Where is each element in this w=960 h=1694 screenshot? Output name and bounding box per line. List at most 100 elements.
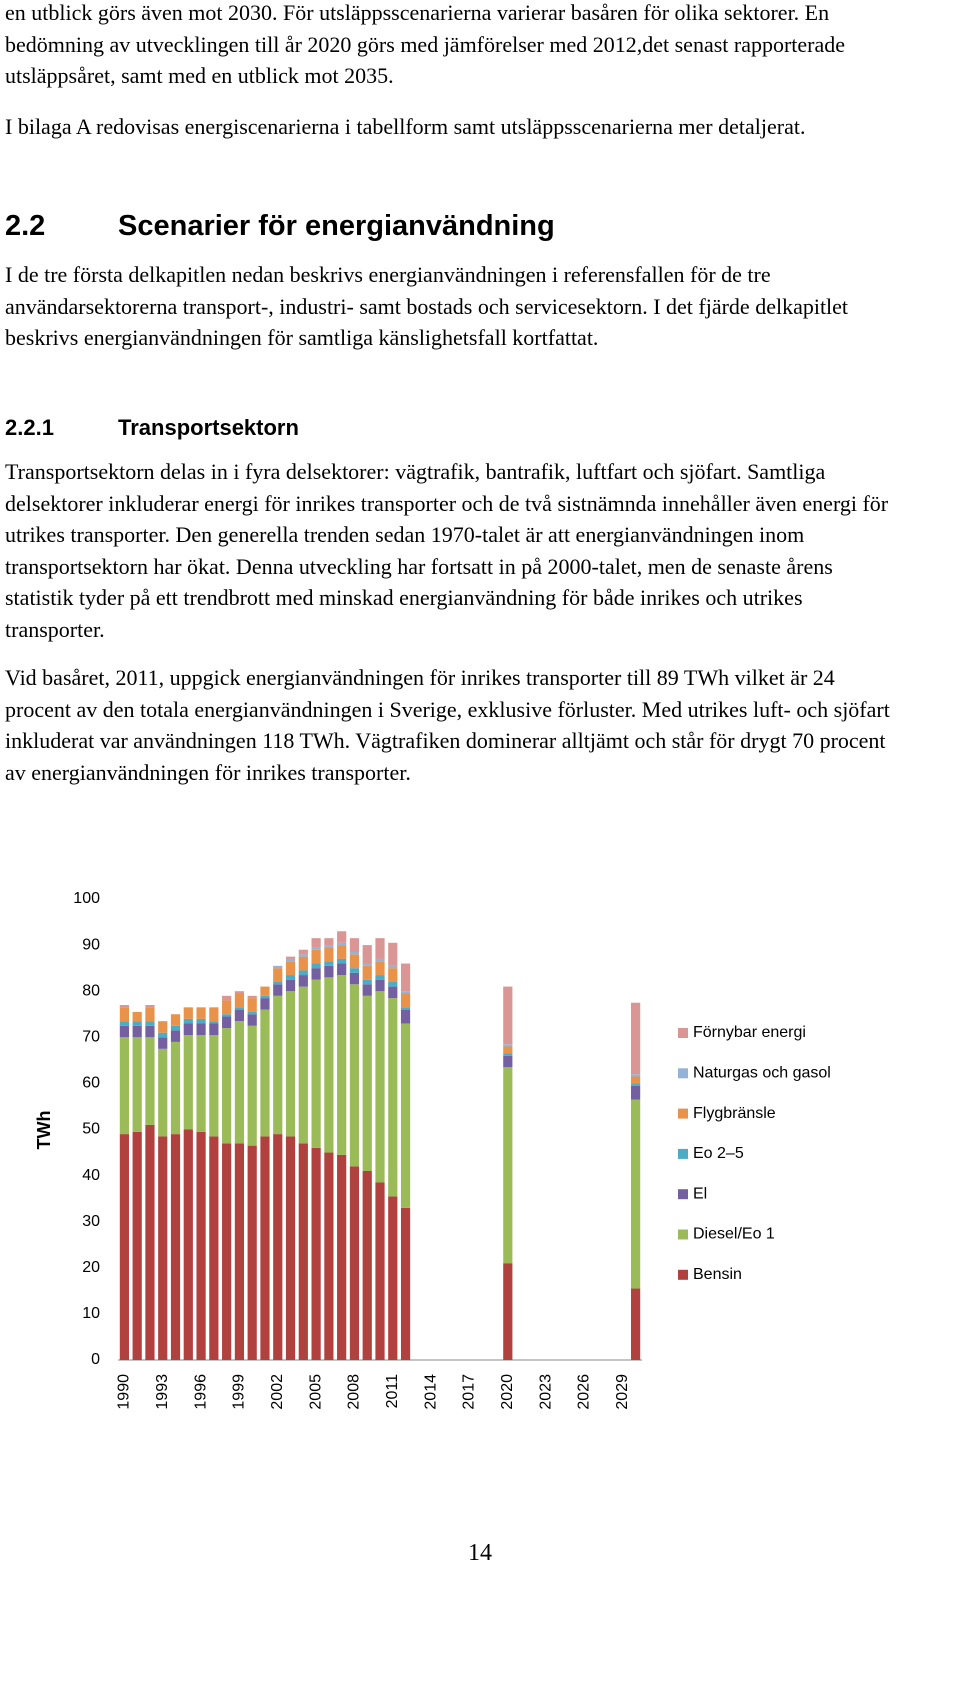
bar-segment bbox=[311, 947, 321, 950]
bar-segment bbox=[170, 1134, 181, 1360]
legend-label: Bensin bbox=[693, 1266, 742, 1283]
bar-segment bbox=[132, 1025, 142, 1038]
bar-segment bbox=[349, 968, 360, 973]
page-number: 14 bbox=[468, 1540, 492, 1566]
legend-swatch bbox=[678, 1068, 688, 1079]
bar-segment bbox=[400, 963, 411, 992]
paragraph: en utblick görs även mot 2030. För utslä… bbox=[5, 0, 846, 89]
bar-segment bbox=[349, 952, 360, 955]
bar-segment bbox=[183, 1023, 193, 1035]
bar-segment bbox=[349, 938, 360, 953]
bar-segment bbox=[158, 1021, 168, 1033]
x-tick-label: 2017 bbox=[461, 1374, 478, 1410]
bar-segment bbox=[362, 965, 372, 980]
bar-segment bbox=[132, 1021, 142, 1026]
bar-segment bbox=[337, 958, 347, 964]
bar-segment bbox=[337, 1154, 347, 1360]
bar-segment bbox=[170, 1025, 181, 1031]
bar-segment bbox=[222, 1016, 232, 1029]
chart: TWh 0 10 20 30 40 50 60 70 80 90 100 1990 1993 1996 19… bbox=[34, 890, 831, 1410]
bar-segment bbox=[273, 1134, 283, 1360]
bar-segment bbox=[375, 961, 385, 976]
bar-segment bbox=[311, 979, 321, 1148]
bar-segment bbox=[119, 1021, 129, 1026]
bar-segment bbox=[362, 979, 372, 985]
bar-segment bbox=[234, 1007, 245, 1010]
legend-label: Naturgas och gasol bbox=[693, 1065, 831, 1082]
bar-segment bbox=[260, 986, 270, 996]
bar-segment bbox=[234, 1021, 245, 1144]
legend-label: El bbox=[693, 1185, 707, 1202]
bar-segment bbox=[234, 1009, 245, 1022]
bar-segment bbox=[400, 991, 411, 994]
bar-segment bbox=[260, 995, 270, 999]
y-tick-label: 30 bbox=[82, 1213, 100, 1230]
bar-segment bbox=[337, 942, 347, 946]
bar-segment bbox=[298, 949, 308, 955]
bar-segment bbox=[298, 956, 308, 971]
bar-segment bbox=[400, 1023, 411, 1208]
subsection-number: 2.2.1 bbox=[5, 415, 54, 440]
x-tick-label: 2002 bbox=[269, 1374, 286, 1410]
bar-segment bbox=[324, 938, 334, 946]
bar-segment bbox=[311, 938, 321, 948]
bar-segment bbox=[388, 965, 398, 969]
bar-segment bbox=[183, 1129, 193, 1360]
bar-segment bbox=[132, 1011, 142, 1022]
bar-segment bbox=[503, 1053, 513, 1056]
bar-segment bbox=[170, 1014, 181, 1026]
bar-segment bbox=[503, 1046, 513, 1054]
x-tick-label: 2014 bbox=[422, 1374, 439, 1410]
y-tick-label: 70 bbox=[82, 1029, 100, 1046]
paragraph: I bilaga A redovisas energiscenarierna i… bbox=[5, 114, 806, 139]
bar-segment bbox=[375, 938, 385, 959]
legend-label: Eo 2–5 bbox=[693, 1145, 744, 1162]
bar-segment bbox=[260, 998, 270, 1010]
section-number: 2.2 bbox=[5, 210, 46, 242]
bar-segment bbox=[375, 991, 385, 1183]
bar-segment bbox=[388, 1196, 398, 1360]
bar-segment bbox=[285, 956, 296, 959]
bar-segment bbox=[119, 1134, 129, 1360]
bar-segment bbox=[400, 993, 411, 1008]
bar-segment bbox=[158, 1136, 168, 1360]
bar-segment bbox=[285, 961, 296, 976]
y-tick-label: 50 bbox=[82, 1121, 100, 1138]
bar-segment bbox=[503, 1044, 513, 1047]
bar-segment bbox=[375, 1182, 385, 1360]
bar-segment bbox=[631, 1076, 641, 1084]
bar-segment bbox=[170, 1030, 181, 1042]
bar-segment bbox=[349, 984, 360, 1167]
x-tick-label: 2023 bbox=[537, 1374, 554, 1410]
bar-segment bbox=[273, 965, 283, 969]
bar-segment bbox=[298, 1143, 308, 1360]
bar-segment bbox=[362, 984, 372, 996]
bar-segment bbox=[362, 995, 372, 1171]
bar-segment bbox=[631, 1074, 641, 1077]
bar-segment bbox=[285, 975, 296, 980]
bar-segment bbox=[388, 998, 398, 1197]
bar-segment bbox=[631, 1099, 641, 1289]
bar-segment bbox=[362, 945, 372, 964]
bar-segment bbox=[145, 1007, 155, 1022]
x-tick-label: 2020 bbox=[499, 1374, 516, 1410]
bar-segment bbox=[400, 1007, 411, 1010]
bar-segment bbox=[132, 1037, 142, 1132]
bar-segment bbox=[388, 968, 398, 982]
bar-segment bbox=[145, 1021, 155, 1026]
x-tick-label: 1996 bbox=[192, 1374, 209, 1410]
bar-segment bbox=[631, 1002, 641, 1075]
bar-segment bbox=[285, 979, 296, 992]
bar-segment bbox=[362, 1170, 372, 1360]
bar-segment bbox=[247, 1014, 257, 1026]
bar-segment bbox=[145, 1005, 155, 1008]
legend-label: Diesel/Eo 1 bbox=[693, 1226, 775, 1243]
legend-label: Förnybar energi bbox=[693, 1024, 806, 1041]
bar-segment bbox=[631, 1085, 641, 1100]
bar-segment bbox=[222, 1000, 232, 1015]
x-tick-label: 1990 bbox=[116, 1374, 133, 1410]
bar-segment bbox=[337, 945, 347, 959]
bar-segment bbox=[285, 991, 296, 1137]
legend-swatch bbox=[678, 1229, 688, 1240]
